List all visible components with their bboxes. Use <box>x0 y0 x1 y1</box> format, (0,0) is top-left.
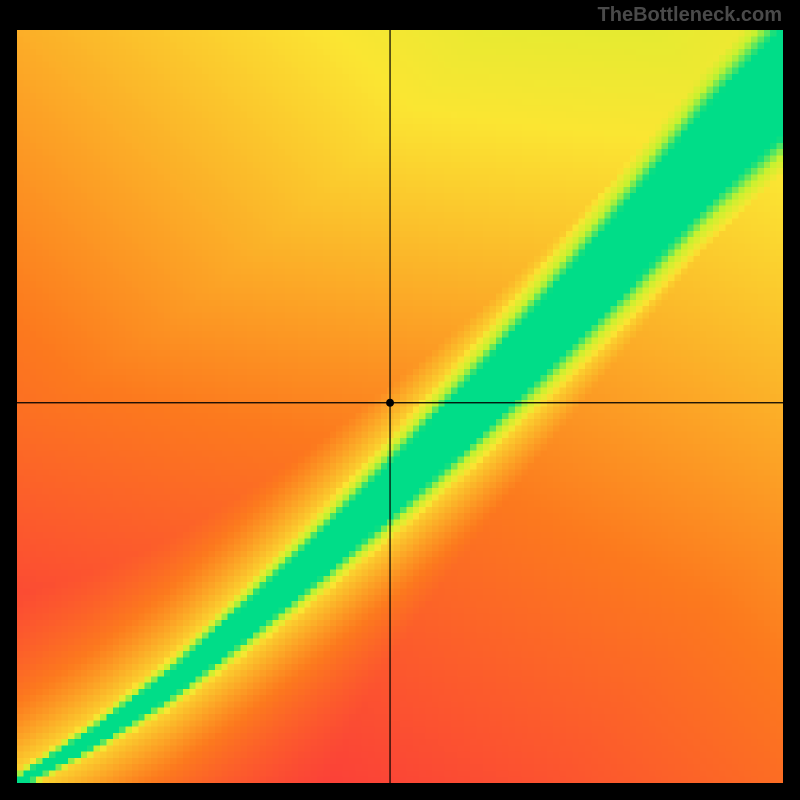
heatmap-canvas <box>17 30 783 783</box>
chart-container: TheBottleneck.com <box>0 0 800 800</box>
watermark-text: TheBottleneck.com <box>598 4 782 27</box>
